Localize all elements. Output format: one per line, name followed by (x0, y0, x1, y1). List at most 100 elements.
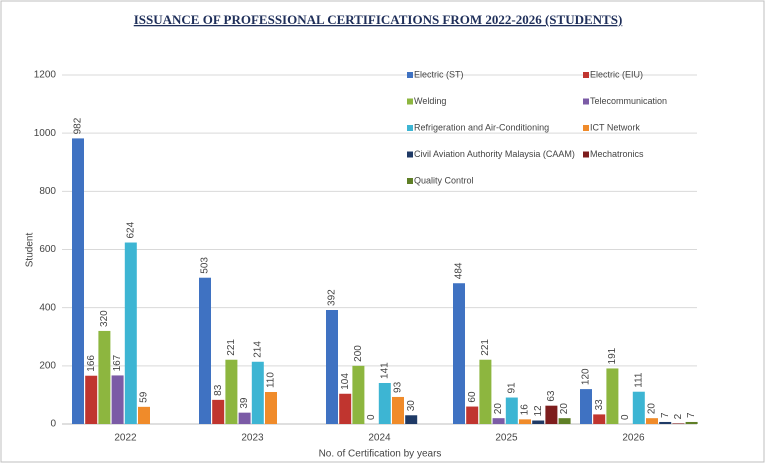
data-label: 200 (353, 345, 364, 362)
data-label: 484 (454, 262, 465, 279)
data-label: 111 (633, 372, 644, 388)
bar (580, 389, 592, 424)
data-label: 20 (493, 403, 504, 415)
bar (392, 396, 404, 424)
data-label: 7 (686, 412, 697, 418)
bar (558, 418, 571, 424)
legend-label: Electric (ST) (414, 69, 464, 79)
bar (606, 368, 619, 424)
legend-label: Mechatronics (590, 149, 644, 159)
x-tick-label: 2026 (622, 433, 645, 444)
y-tick-label: 1200 (34, 70, 57, 81)
data-label: 120 (581, 368, 592, 385)
y-axis-label: Student (25, 233, 36, 268)
bar (265, 392, 277, 424)
legend-swatch (407, 125, 413, 131)
bar (646, 418, 658, 424)
legend-label: Civil Aviation Authority Malaysia (CAAM) (414, 149, 575, 159)
bar (225, 359, 238, 424)
data-label: 20 (647, 403, 658, 415)
data-label: 83 (213, 384, 224, 396)
x-axis-label: No. of Certification by years (319, 449, 442, 460)
legend-swatch (407, 151, 413, 158)
bar (453, 283, 465, 424)
data-label: 110 (266, 372, 277, 388)
bar (672, 423, 685, 424)
bar (339, 393, 352, 424)
data-label: 214 (252, 341, 263, 358)
data-label: 59 (139, 391, 150, 403)
bar (685, 421, 698, 424)
bar (545, 405, 558, 424)
data-label: 141 (379, 362, 390, 379)
data-label: 221 (226, 339, 237, 356)
bar (238, 412, 251, 424)
data-label: 16 (520, 404, 531, 416)
bar (466, 406, 479, 424)
data-label: 221 (480, 339, 491, 356)
bar (479, 359, 492, 424)
x-tick-label: 2025 (495, 433, 518, 444)
chart-title: ISSUANCE OF PROFESSIONAL CERTIFICATIONS … (134, 12, 623, 27)
legend-swatch (583, 151, 589, 158)
legend-swatch (583, 125, 589, 131)
data-label: 91 (506, 382, 517, 394)
bar (326, 309, 338, 424)
bar (72, 138, 84, 424)
legend-swatch (407, 178, 413, 184)
x-tick-label: 2022 (114, 433, 137, 444)
data-label: 167 (112, 354, 123, 371)
data-label: 12 (533, 405, 544, 417)
y-tick-label: 1000 (34, 128, 57, 139)
x-tick-label: 2023 (241, 433, 264, 444)
data-label: 166 (86, 355, 97, 372)
bar (199, 277, 211, 424)
y-tick-label: 200 (39, 360, 56, 371)
data-label: 104 (340, 373, 351, 390)
bar (505, 397, 518, 424)
data-label: 30 (406, 400, 417, 412)
legend-swatch (407, 98, 413, 105)
data-label: 60 (467, 391, 478, 403)
data-label: 191 (607, 347, 618, 364)
data-label: 2 (673, 413, 684, 419)
bar (352, 365, 365, 424)
legend-swatch (583, 98, 589, 105)
bar (532, 420, 545, 424)
bar (98, 330, 111, 424)
bar (405, 415, 418, 424)
bar (124, 242, 137, 424)
data-label: 503 (200, 257, 211, 274)
bar (378, 382, 391, 424)
bar (593, 414, 606, 424)
data-label: 320 (99, 310, 110, 327)
legend-label: Quality Control (414, 175, 474, 185)
data-label: 63 (546, 390, 557, 402)
y-tick-label: 400 (39, 302, 56, 313)
bar (519, 419, 531, 424)
bar (212, 399, 225, 424)
bar (138, 406, 150, 424)
data-label: 7 (660, 412, 671, 418)
data-label: 624 (125, 221, 136, 238)
bar (85, 375, 98, 424)
data-label: 20 (559, 403, 570, 415)
data-label: 392 (327, 289, 338, 306)
bar (111, 375, 124, 424)
legend-swatch (583, 72, 589, 78)
bar (251, 361, 264, 424)
data-label: 0 (620, 414, 631, 420)
y-tick-label: 0 (50, 419, 56, 430)
data-label: 33 (594, 399, 605, 411)
legend-label: Telecommunication (590, 96, 667, 106)
legend-swatch (407, 72, 413, 78)
legend-label: Electric (EIU) (590, 69, 643, 79)
y-tick-label: 600 (39, 244, 56, 255)
legend-label: Refrigeration and Air-Conditioning (414, 122, 549, 132)
bar (492, 418, 505, 424)
legend-label: Welding (414, 96, 446, 106)
data-label: 93 (393, 381, 404, 393)
legend-label: ICT Network (590, 122, 640, 132)
data-label: 982 (73, 117, 84, 134)
